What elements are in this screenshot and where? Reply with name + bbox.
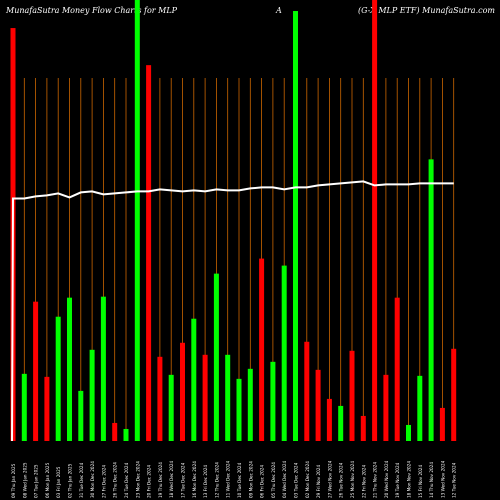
bar-layer (10, 0, 457, 442)
tick-label: 23 Mon Dec 2024 (135, 461, 140, 498)
tick-label: 18 Mon Nov 2024 (407, 461, 412, 498)
tick-label: 03 Tue Dec 2024 (294, 462, 299, 498)
bar (406, 424, 411, 441)
bar (372, 0, 378, 442)
chart-title: MunafaSutra Money Flow Charts for MLP (6, 6, 178, 15)
bar (428, 159, 434, 441)
bar (33, 301, 39, 441)
tick-label: 18 Wed Dec 2024 (169, 460, 174, 498)
bar (180, 342, 185, 441)
bar (394, 297, 400, 441)
tick-label: 07 Tue Jan 2025 (34, 464, 39, 498)
bar (55, 316, 61, 441)
bar (213, 273, 219, 441)
bar (100, 296, 106, 441)
tick-label: 22 Fri Nov 2024 (361, 465, 366, 498)
bar (439, 407, 445, 441)
tick-label: 16 Mon Dec 2024 (192, 461, 197, 498)
bar (225, 354, 231, 441)
tick-label: 02 Thu Jan 2025 (68, 463, 73, 498)
bar (281, 265, 287, 441)
bar (383, 374, 389, 441)
bar (21, 373, 27, 441)
tick-label: 19 Thu Dec 2024 (158, 462, 163, 498)
bar (338, 405, 344, 441)
bar (259, 258, 265, 441)
bar (78, 390, 84, 441)
tick-label: 09 Thu Jan 2025 (11, 463, 16, 498)
tick-label: 27 Wed Nov 2024 (327, 460, 332, 498)
tick-label: 24 Tue Dec 2024 (124, 462, 129, 498)
tick-label: 06 Fri Dec 2024 (260, 465, 265, 498)
bar (417, 375, 423, 441)
bar (202, 354, 208, 441)
tick-label: 19 Tue Nov 2024 (395, 462, 400, 498)
tick-label: 29 Fri Nov 2024 (316, 465, 321, 498)
bar (349, 350, 355, 441)
tick-label: 03 Fri Jan 2025 (56, 466, 61, 498)
tick-label: 20 Fri Dec 2024 (147, 465, 152, 498)
bar (293, 11, 298, 442)
bar (134, 0, 140, 442)
chart-title-right: (G-X MLP ETF) MunafaSutra.com (358, 6, 495, 15)
tick-label: 21 Thu Nov 2024 (373, 462, 378, 498)
bar (67, 297, 72, 441)
tick-label: 04 Wed Dec 2024 (282, 460, 287, 498)
line-layer (11, 180, 454, 442)
series-line (11, 180, 454, 442)
tick-label: 27 Fri Dec 2024 (101, 465, 106, 498)
tick-label: 14 Thu Nov 2024 (429, 462, 434, 498)
tick-label: 20 Wed Nov 2024 (384, 460, 389, 498)
tick-label: 25 Mon Nov 2024 (350, 461, 355, 498)
tick-label: 09 Mon Dec 2024 (248, 461, 253, 498)
tick-label: 02 Mon Dec 2024 (305, 461, 310, 498)
bar (191, 318, 197, 441)
tick-label: 15 Fri Nov 2024 (418, 465, 423, 498)
tick-label: 26 Thu Dec 2024 (113, 462, 118, 498)
bar (146, 65, 152, 441)
bar (360, 415, 366, 441)
tick-label: 31 Tue Dec 2024 (79, 462, 84, 498)
bar (236, 378, 242, 441)
bar (89, 349, 95, 441)
bar (112, 422, 118, 441)
tick-label: 12 Thu Dec 2024 (214, 462, 219, 498)
bar (157, 356, 163, 441)
bar (123, 428, 129, 441)
bar (326, 398, 332, 441)
bar (247, 368, 253, 441)
bar (304, 341, 310, 441)
tick-label: 13 Wed Nov 2024 (440, 460, 445, 498)
tick-label: 12 Tue Nov 2024 (452, 462, 457, 498)
bar (44, 376, 50, 441)
bar (315, 369, 321, 441)
bar (168, 374, 174, 441)
tick-label: 06 Mon Jan 2025 (45, 462, 50, 498)
bar (451, 348, 457, 441)
tick-label: 13 Fri Dec 2024 (203, 465, 208, 498)
tick-label: 11 Wed Dec 2024 (226, 460, 231, 498)
tick-label: 05 Thu Dec 2024 (271, 462, 276, 498)
tick-label: 08 Wed Jan 2025 (22, 462, 27, 498)
chart-title-mid: A (276, 6, 282, 15)
tick-label: 17 Tue Dec 2024 (181, 462, 186, 498)
label-layer: 09 Thu Jan 2025 08 Wed Jan 2025 07 Tue Jan… (11, 460, 457, 498)
tick-label: 10 Tue Dec 2024 (237, 462, 242, 498)
bar (270, 361, 276, 441)
tick-label: 30 Mon Dec 2024 (90, 461, 95, 498)
tick-label: 26 Tue Nov 2024 (339, 462, 344, 498)
